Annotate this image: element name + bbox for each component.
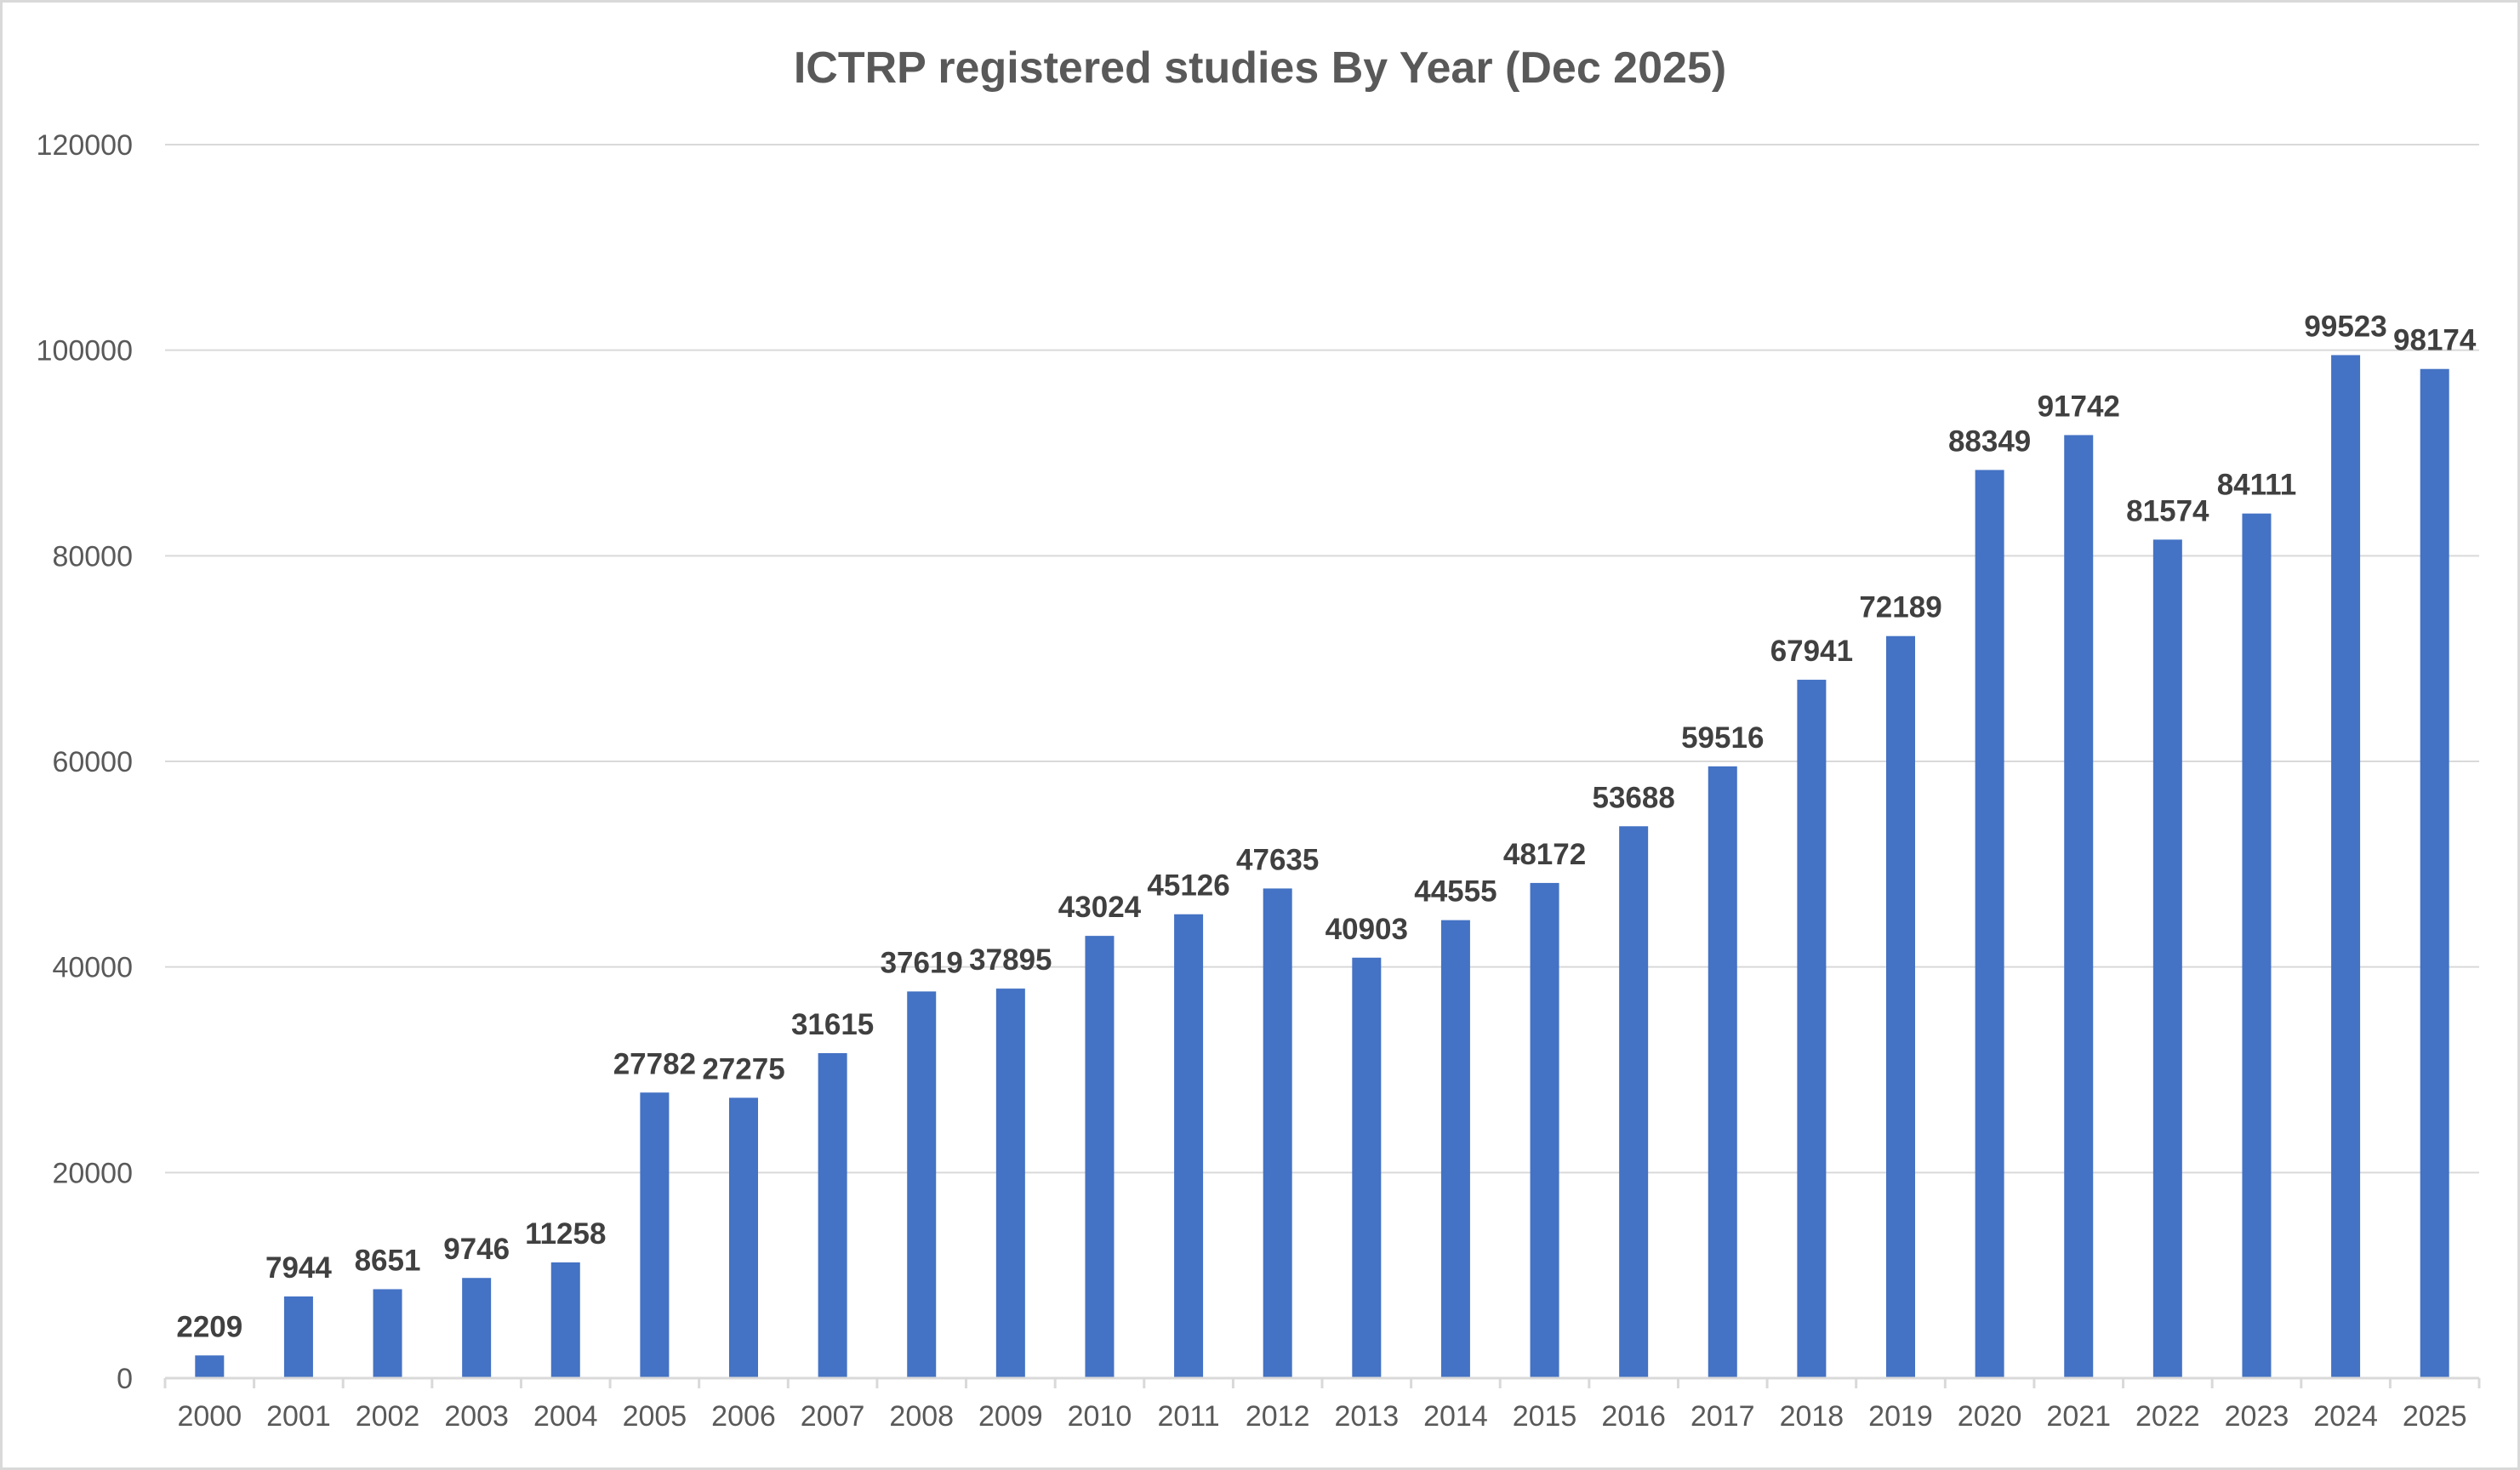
bar-2016 — [1619, 826, 1649, 1378]
x-tick-label: 2023 — [2225, 1400, 2289, 1433]
data-label: 44555 — [1414, 875, 1497, 909]
x-tick-label: 2022 — [2135, 1400, 2200, 1433]
x-tick-label: 2014 — [1423, 1400, 1488, 1433]
y-tick-label: 0 — [117, 1363, 133, 1395]
data-label: 53688 — [1592, 781, 1674, 814]
bar-2021 — [2064, 435, 2094, 1379]
data-label: 27782 — [613, 1047, 696, 1080]
x-tick-label: 2008 — [889, 1400, 954, 1433]
x-tick-label: 2012 — [1246, 1400, 1310, 1433]
x-tick-label: 2021 — [2046, 1400, 2111, 1433]
data-label: 67941 — [1770, 635, 1853, 668]
bar-2023 — [2242, 513, 2272, 1378]
x-tick-label: 2024 — [2313, 1400, 2378, 1433]
y-tick-label: 80000 — [52, 540, 133, 573]
bar-2004 — [550, 1262, 580, 1378]
y-tick-label: 20000 — [52, 1157, 133, 1189]
data-label: 7944 — [265, 1251, 332, 1285]
x-tick-label: 2006 — [711, 1400, 776, 1433]
data-label: 59516 — [1681, 721, 1764, 755]
bar-2002 — [373, 1289, 402, 1378]
data-label: 47635 — [1236, 843, 1319, 876]
bar-2000 — [195, 1355, 225, 1378]
data-label: 81574 — [2126, 494, 2209, 527]
data-label: 72189 — [1859, 591, 1941, 624]
data-label: 45126 — [1147, 869, 1229, 903]
bar-2011 — [1174, 914, 1204, 1378]
data-label: 99523 — [2304, 310, 2386, 343]
bar-2018 — [1797, 680, 1827, 1378]
bar-2020 — [1975, 470, 2004, 1378]
bar-2003 — [462, 1278, 492, 1378]
data-label: 31615 — [791, 1008, 874, 1041]
y-tick-label: 120000 — [37, 129, 133, 162]
x-tick-label: 2011 — [1158, 1400, 1220, 1433]
data-label: 98174 — [2393, 324, 2477, 357]
x-tick-label: 2005 — [623, 1400, 687, 1433]
x-tick-label: 2002 — [356, 1400, 420, 1433]
bar-2013 — [1352, 957, 1382, 1378]
data-label: 91742 — [2038, 390, 2120, 423]
data-label: 40903 — [1326, 913, 1408, 946]
bar-2019 — [1886, 635, 1915, 1378]
bar-2009 — [995, 989, 1025, 1378]
bar-2006 — [729, 1097, 758, 1378]
data-label: 2209 — [176, 1310, 242, 1343]
bar-2010 — [1085, 936, 1115, 1378]
data-label: 48172 — [1503, 838, 1586, 871]
bar-2014 — [1440, 920, 1470, 1378]
bar-2001 — [283, 1296, 313, 1378]
bar-2024 — [2331, 355, 2361, 1378]
x-tick-label: 2025 — [2403, 1400, 2467, 1433]
bar-2007 — [818, 1052, 847, 1378]
x-tick-label: 2009 — [978, 1400, 1043, 1433]
data-label: 88349 — [1948, 424, 2031, 458]
bar-2017 — [1708, 766, 1737, 1378]
data-label: 11258 — [525, 1217, 606, 1251]
x-tick-label: 2015 — [1513, 1400, 1577, 1433]
data-label: 37619 — [881, 946, 963, 979]
data-label: 37895 — [969, 943, 1052, 977]
x-tick-label: 2017 — [1690, 1400, 1755, 1433]
x-tick-label: 2018 — [1780, 1400, 1844, 1433]
chart-title: ICTRP registered studies By Year (Dec 20… — [794, 43, 1726, 93]
data-label: 9746 — [443, 1233, 510, 1266]
x-tick-label: 2003 — [444, 1400, 509, 1433]
x-tick-label: 2016 — [1601, 1400, 1666, 1433]
x-tick-label: 2000 — [177, 1400, 242, 1433]
bar-2022 — [2152, 539, 2182, 1378]
x-tick-label: 2004 — [533, 1400, 598, 1433]
data-label: 27275 — [702, 1052, 784, 1085]
y-tick-label: 100000 — [37, 335, 133, 368]
data-label: 84111 — [2217, 469, 2296, 502]
bar-2025 — [2420, 368, 2449, 1378]
x-tick-label: 2013 — [1334, 1400, 1399, 1433]
data-label: 8651 — [355, 1244, 421, 1277]
x-tick-label: 2019 — [1868, 1400, 1933, 1433]
data-label: 43024 — [1058, 891, 1142, 924]
x-tick-label: 2010 — [1068, 1400, 1132, 1433]
bar-2015 — [1530, 882, 1559, 1378]
x-tick-label: 2007 — [801, 1400, 865, 1433]
y-tick-label: 60000 — [52, 746, 133, 778]
y-tick-label: 40000 — [52, 952, 133, 984]
bar-2005 — [640, 1092, 670, 1378]
x-tick-label: 2020 — [1958, 1400, 2022, 1433]
x-tick-label: 2001 — [266, 1400, 331, 1433]
bar-2012 — [1263, 888, 1292, 1378]
bar-2008 — [907, 991, 937, 1378]
